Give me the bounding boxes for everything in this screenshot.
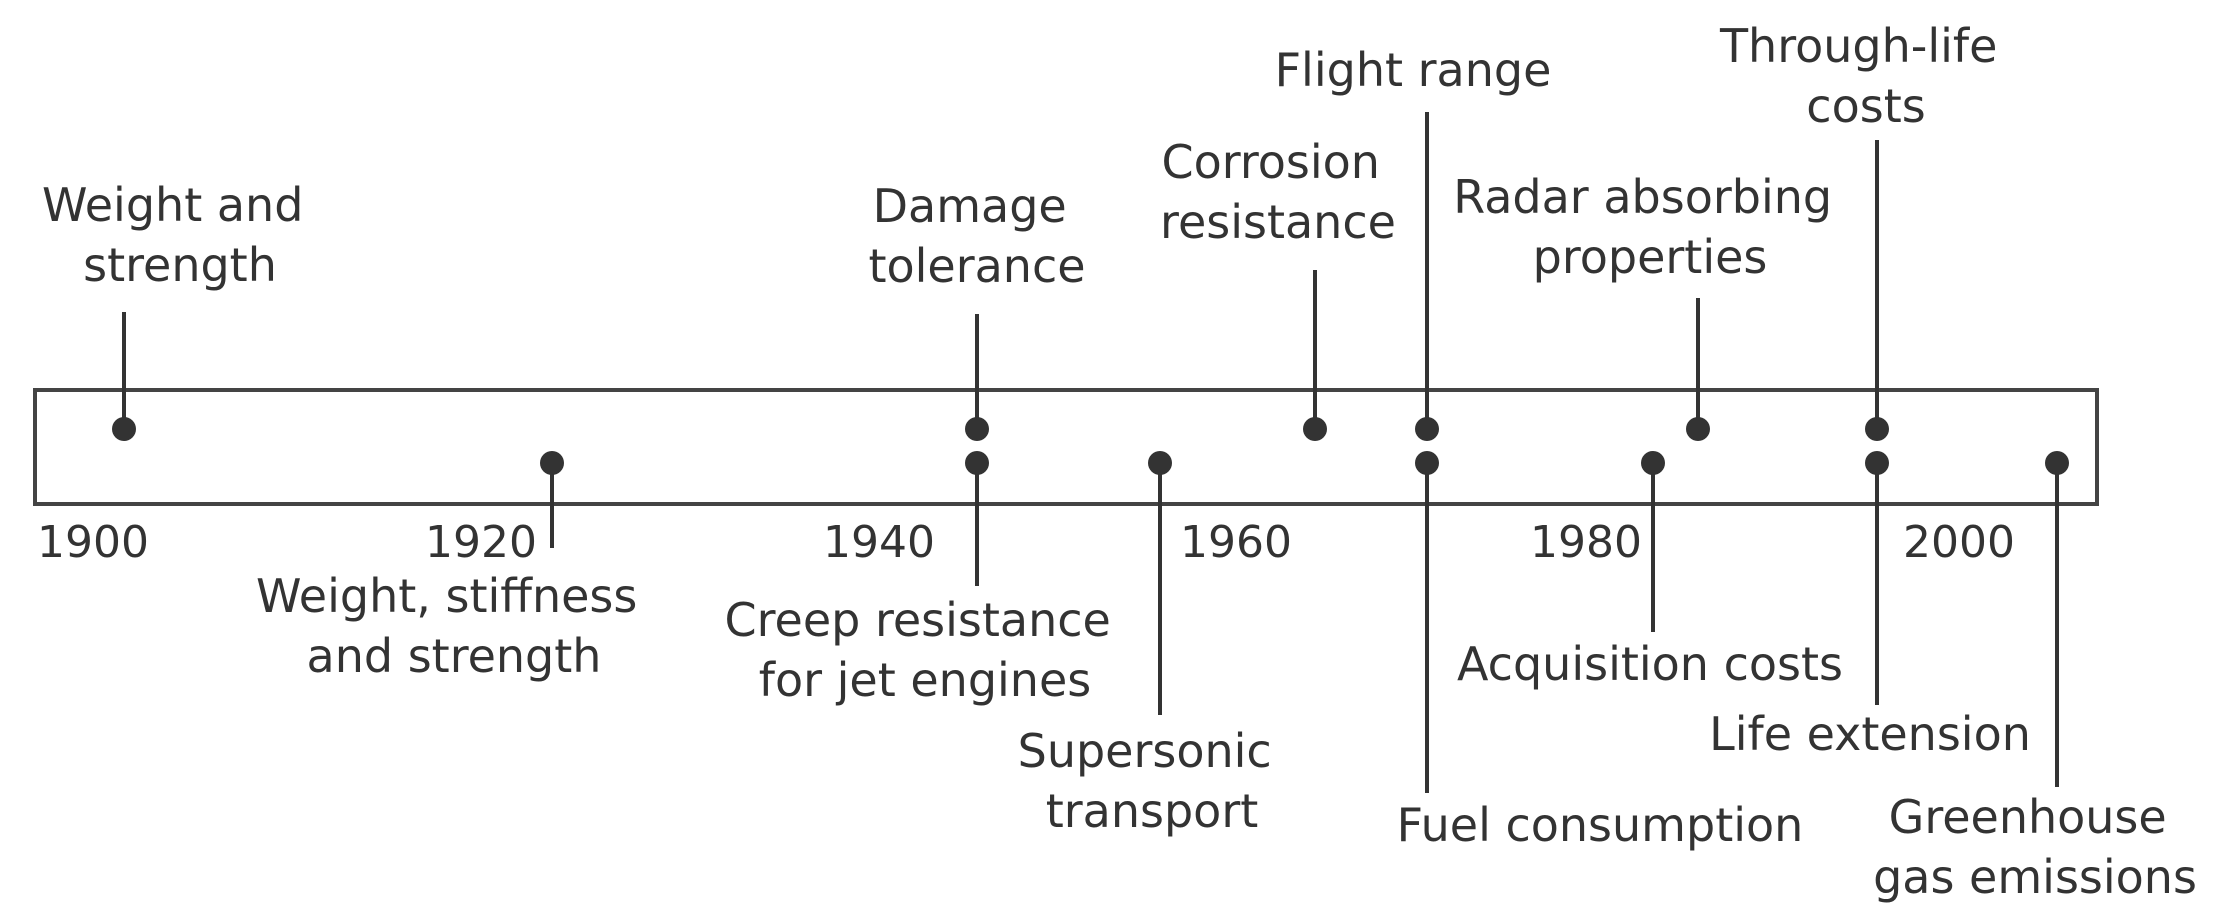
label-line: Corrosion — [1161, 135, 1379, 189]
label-line: Weight and — [42, 178, 303, 232]
label-line: tolerance — [868, 239, 1085, 293]
year-label-1920: 1920 — [425, 517, 537, 568]
event-marker — [1148, 451, 1172, 475]
label-line: properties — [1533, 230, 1768, 284]
event-label: Creep resistance for jet engines — [725, 593, 1126, 707]
event-greenhouse-gas-emissions: Greenhouse gas emissions — [1873, 451, 2197, 904]
timeline-band — [33, 388, 2099, 506]
label-line: resistance — [1160, 195, 1396, 249]
year-label-1960: 1960 — [1180, 517, 1292, 568]
label-line: Damage — [873, 179, 1067, 233]
label-line: gas emissions — [1873, 850, 2197, 904]
event-through-life-costs: Through-life costs — [1719, 19, 2012, 441]
event-label: Weight and strength — [42, 178, 318, 292]
event-damage-tolerance: Damage tolerance — [868, 179, 1086, 441]
label-line: Supersonic — [1018, 724, 1272, 778]
event-supersonic-transport: Supersonic transport — [1018, 451, 1287, 838]
event-marker — [965, 417, 989, 441]
event-label: Weight, stiffness and strength — [256, 569, 652, 683]
label-line: Radar absorbing — [1453, 170, 1832, 224]
event-marker — [1303, 417, 1327, 441]
event-marker — [1415, 417, 1439, 441]
label-line: strength — [83, 238, 277, 292]
label-line: Weight, stiffness — [256, 569, 637, 623]
year-label-1900: 1900 — [37, 517, 149, 568]
label-line: Acquisition costs — [1457, 637, 1843, 691]
event-fuel-consumption: Fuel consumption — [1397, 451, 1804, 852]
label-line: transport — [1046, 784, 1259, 838]
year-label-1940: 1940 — [823, 517, 935, 568]
year-label-1980: 1980 — [1530, 517, 1642, 568]
axis-year-labels: 1900 1920 1940 1960 1980 2000 — [37, 517, 2015, 568]
event-acquisition-costs: Acquisition costs — [1457, 451, 1843, 691]
events-above: Weight and strength Damage tolerance Cor… — [42, 19, 2012, 441]
event-label: Corrosion resistance — [1160, 135, 1396, 249]
event-radar-absorbing-properties: Radar absorbing properties — [1453, 170, 1846, 441]
event-marker — [2045, 451, 2069, 475]
event-label: Flight range — [1275, 43, 1552, 97]
event-label: Supersonic transport — [1018, 724, 1287, 838]
event-label: Radar absorbing properties — [1453, 170, 1846, 284]
event-marker — [1865, 451, 1889, 475]
event-corrosion-resistance: Corrosion resistance — [1160, 135, 1396, 441]
event-marker — [540, 451, 564, 475]
event-marker — [1415, 451, 1439, 475]
event-label: Through-life costs — [1719, 19, 2012, 133]
event-label: Life extension — [1709, 707, 2031, 761]
label-line: Through-life — [1719, 19, 1997, 73]
label-line: Flight range — [1275, 43, 1552, 97]
event-label: Acquisition costs — [1457, 637, 1843, 691]
event-creep-resistance-for-jet-engines: Creep resistance for jet engines — [725, 451, 1126, 707]
event-weight-stiffness-and-strength: Weight, stiffness and strength — [256, 451, 652, 683]
event-flight-range: Flight range — [1275, 43, 1552, 441]
event-weight-and-strength: Weight and strength — [42, 178, 318, 441]
label-line: Life extension — [1709, 707, 2031, 761]
events-below: Weight, stiffness and strength Creep res… — [256, 451, 2197, 904]
year-label-2000: 2000 — [1903, 517, 2015, 568]
event-marker — [1641, 451, 1665, 475]
event-marker — [112, 417, 136, 441]
label-line: Greenhouse — [1889, 790, 2167, 844]
event-marker — [1865, 417, 1889, 441]
event-label: Greenhouse gas emissions — [1873, 790, 2197, 904]
event-label: Fuel consumption — [1397, 798, 1804, 852]
label-line: for jet engines — [759, 653, 1091, 707]
label-line: Fuel consumption — [1397, 798, 1804, 852]
event-marker — [1686, 417, 1710, 441]
event-marker — [965, 451, 989, 475]
event-life-extension: Life extension — [1709, 451, 2031, 761]
label-line: costs — [1806, 79, 1925, 133]
event-label: Damage tolerance — [868, 179, 1085, 293]
label-line: Creep resistance — [725, 593, 1111, 647]
label-line: and strength — [307, 629, 602, 683]
